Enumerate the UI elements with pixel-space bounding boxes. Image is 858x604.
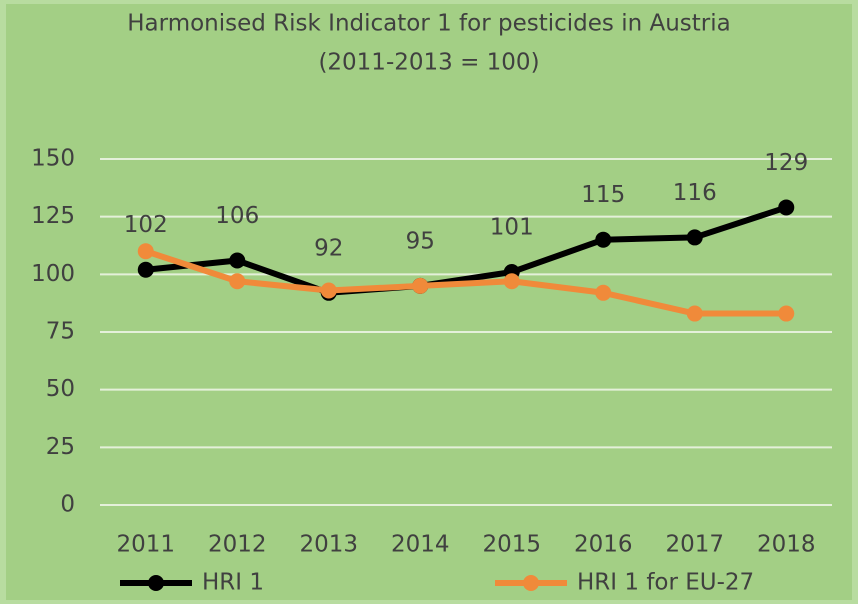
legend-label: HRI 1 [202,570,264,596]
x-tick-label: 2016 [574,532,633,558]
y-tick-label: 150 [31,146,75,172]
data-point [778,199,795,216]
y-tick-label: 0 [60,492,75,518]
y-tick-label: 25 [46,434,75,460]
series-line [145,204,788,296]
data-label: 102 [124,212,168,238]
data-label: 106 [215,203,259,229]
x-tick-label: 2012 [208,532,267,558]
data-point [412,277,429,294]
y-tick-label: 125 [31,203,75,229]
data-point [320,282,337,299]
data-label: 129 [764,150,808,176]
data-label: 115 [581,182,625,208]
data-point [595,231,612,248]
data-point [503,273,520,290]
x-tick-label: 2014 [391,532,450,558]
data-label: 101 [490,215,534,241]
data-label: 116 [673,180,717,206]
x-tick-label: 2017 [665,532,724,558]
y-tick-label: 100 [31,261,75,287]
legend-marker [148,575,164,591]
data-label: 92 [314,235,343,261]
x-tick-label: 2015 [482,532,541,558]
series-line [144,248,787,317]
x-tick-label: 2013 [299,532,358,558]
y-tick-label: 75 [46,319,75,345]
data-point [595,284,612,301]
data-point [778,305,795,322]
data-point [137,261,154,278]
legend-label: HRI 1 for EU-27 [577,570,754,596]
data-point [686,229,703,246]
data-label: 95 [406,228,435,254]
y-tick-label: 50 [46,376,75,402]
chart-subtitle: (2011-2013 = 100) [318,50,539,76]
data-point [229,252,246,269]
x-tick-label: 2011 [116,532,175,558]
data-point [229,273,246,290]
legend-marker [523,575,539,591]
data-point [137,243,154,260]
data-point [686,305,703,322]
x-tick-label: 2018 [757,532,816,558]
chart-background [6,4,852,600]
chart-title: Harmonised Risk Indicator 1 for pesticid… [127,11,731,37]
